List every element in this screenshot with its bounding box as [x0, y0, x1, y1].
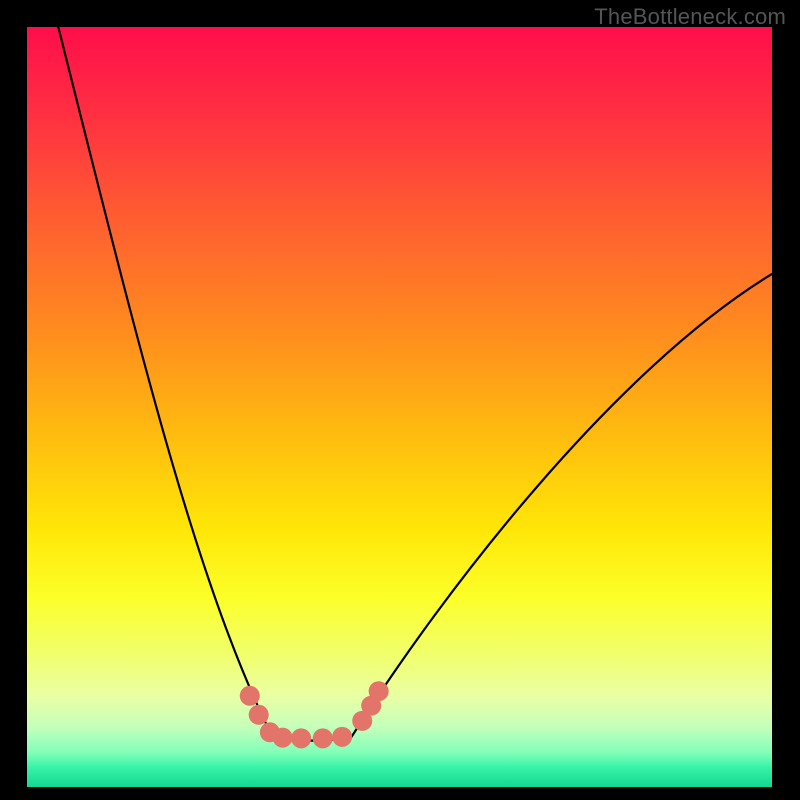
- chart-background: [27, 27, 772, 787]
- marker-point: [249, 705, 269, 725]
- marker-point: [313, 728, 333, 748]
- bottleneck-chart: [27, 27, 772, 787]
- marker-point: [240, 686, 260, 706]
- marker-point: [332, 727, 352, 747]
- marker-point: [291, 728, 311, 748]
- chart-plot-area: [27, 27, 772, 787]
- marker-point: [273, 728, 293, 748]
- marker-point: [369, 681, 389, 701]
